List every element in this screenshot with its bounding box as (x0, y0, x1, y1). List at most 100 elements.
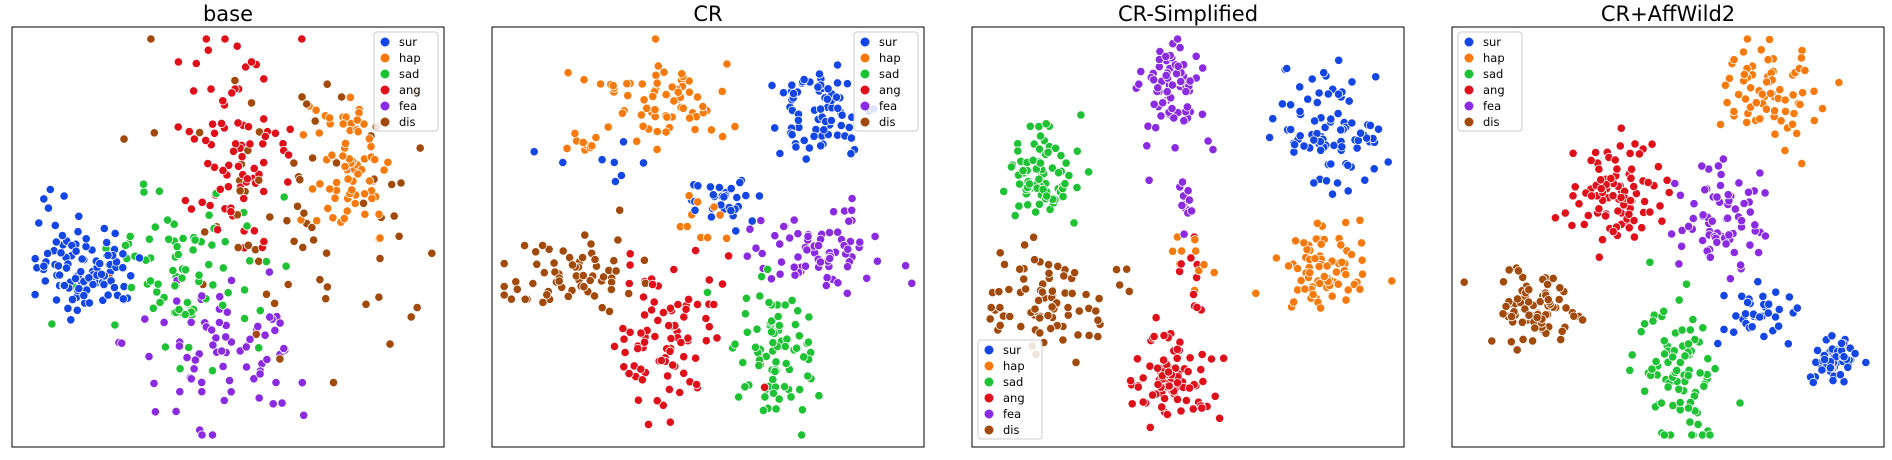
point-dis (499, 281, 509, 292)
point-sur (42, 248, 53, 258)
point-sad (999, 186, 1009, 196)
panel-base: base sur hap sad ang fea dis (11, 2, 445, 448)
point-sur (30, 289, 40, 300)
scatter-points (1459, 34, 1871, 440)
point-sad (1687, 430, 1697, 440)
point-sad (1035, 158, 1046, 168)
point-dis (406, 312, 416, 322)
point-hap (1817, 104, 1828, 114)
point-hap (342, 206, 352, 216)
point-sur (708, 190, 718, 200)
point-sad (790, 319, 800, 330)
point-fea (1156, 111, 1166, 121)
point-sur (63, 303, 73, 313)
point-sad (1035, 131, 1046, 141)
point-sur (1763, 308, 1773, 318)
point-sad (110, 320, 120, 330)
panel-title: CR (693, 2, 722, 26)
point-dis (563, 291, 573, 301)
point-dis (994, 287, 1004, 297)
point-dis (1091, 306, 1101, 316)
point-fea (1755, 168, 1765, 178)
point-hap (1356, 238, 1367, 248)
point-ang (246, 57, 257, 67)
point-ang (1586, 155, 1596, 165)
point-dis (1053, 261, 1063, 271)
point-hap (1319, 271, 1329, 282)
point-hap (715, 210, 725, 220)
point-sad (814, 391, 824, 401)
point-dis (1517, 317, 1527, 327)
point-dis (1528, 336, 1538, 346)
point-hap (312, 216, 322, 226)
point-hap (1788, 90, 1798, 100)
point-sur (74, 283, 84, 294)
point-dis (282, 216, 292, 226)
point-dis (1015, 264, 1025, 274)
point-ang (1192, 302, 1202, 312)
point-sur (118, 263, 128, 273)
legend: sur hap sad ang fea dis (977, 339, 1043, 440)
point-sad (1672, 365, 1682, 375)
point-dis (1071, 357, 1081, 367)
point-fea (1723, 190, 1733, 200)
point-sur (103, 290, 113, 300)
point-sur (1755, 312, 1765, 322)
point-fea (1698, 235, 1708, 246)
point-dis (1530, 323, 1540, 333)
legend-label-sad: sad (879, 67, 899, 81)
point-dis (374, 292, 384, 302)
point-fea (1172, 69, 1182, 79)
point-sur (1827, 331, 1837, 341)
point-hap (1789, 108, 1799, 119)
point-fea (1158, 98, 1168, 108)
point-sur (799, 135, 809, 146)
point-hap (678, 103, 688, 113)
point-ang (1645, 207, 1655, 217)
point-dis (589, 291, 600, 301)
point-dis (1033, 295, 1044, 305)
point-hap (1355, 284, 1365, 294)
point-sad (173, 249, 183, 260)
point-sur (844, 122, 854, 133)
point-hap (315, 179, 325, 189)
point-fea (802, 245, 812, 255)
point-sad (148, 303, 158, 313)
point-ang (283, 150, 294, 160)
point-fea (1173, 34, 1183, 44)
point-fea (789, 262, 799, 272)
point-sur (1792, 303, 1802, 313)
scatter-points (499, 34, 917, 440)
point-sad (794, 331, 804, 341)
point-sad (771, 357, 781, 367)
point-hap (366, 142, 376, 152)
point-dis (567, 260, 578, 270)
point-sur (67, 294, 78, 305)
point-dis (1058, 335, 1068, 345)
point-fea (149, 378, 159, 388)
point-fea (775, 269, 785, 279)
point-fea (1760, 231, 1770, 241)
point-sur (767, 80, 777, 91)
point-fea (862, 273, 872, 283)
point-dis (539, 268, 549, 278)
point-hap (330, 193, 340, 203)
point-sur (1323, 89, 1333, 99)
point-dis (542, 290, 552, 300)
point-sur (76, 267, 86, 277)
point-sad (218, 263, 228, 273)
point-sur (51, 295, 62, 305)
point-dis (1548, 273, 1558, 283)
point-ang (1153, 363, 1163, 373)
point-hap (632, 136, 642, 146)
point-dis (1030, 304, 1040, 314)
point-hap (648, 91, 658, 102)
point-sur (61, 263, 72, 273)
point-sad (1041, 119, 1051, 129)
point-hap (1209, 268, 1219, 278)
point-sur (126, 271, 136, 281)
point-ang (1629, 182, 1639, 192)
point-fea (1684, 221, 1694, 231)
point-fea (1185, 76, 1195, 86)
point-sad (1018, 166, 1028, 176)
